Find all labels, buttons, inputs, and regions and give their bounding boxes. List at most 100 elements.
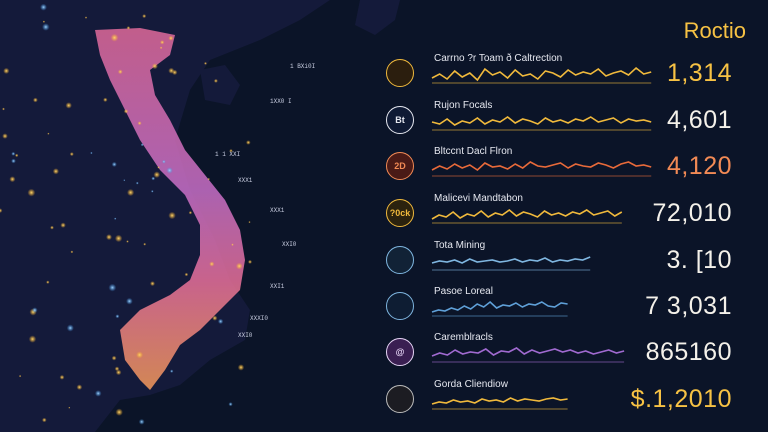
metric-label: Bltccnt Dacl Flron xyxy=(434,146,513,157)
map-tick-label: XXI0 xyxy=(238,332,253,339)
map-light-dot xyxy=(94,390,102,397)
map-light-dot xyxy=(117,69,123,75)
metric-sparkline xyxy=(431,161,652,177)
map-light-dot xyxy=(237,364,245,371)
metric-badge-icon: ?0ck xyxy=(386,199,414,227)
land-mass-island xyxy=(200,65,240,105)
sparkline-path xyxy=(431,208,623,220)
map-light-dot xyxy=(160,40,165,45)
map-light-dot xyxy=(15,153,19,158)
map-light-dot xyxy=(151,63,158,70)
map-light-dot xyxy=(168,211,176,220)
map-tick-label: XXXI0 xyxy=(250,315,268,322)
highlighted-country xyxy=(95,28,245,390)
map-light-dot xyxy=(11,151,16,156)
map-light-dot xyxy=(127,188,135,197)
metric-row[interactable]: Gorda Cliendiow $.1,2010 xyxy=(380,379,768,419)
map-light-dot xyxy=(9,176,16,183)
map-tick-label: 1 1 XXI xyxy=(215,151,240,158)
map-light-dot xyxy=(170,369,174,373)
map-light-dot xyxy=(168,67,175,74)
map-light-dot xyxy=(50,225,54,230)
metric-sparkline xyxy=(431,66,652,84)
map-tick-label: 1 BXi0I xyxy=(290,63,315,70)
map-light-dot xyxy=(159,46,163,50)
metric-value: 1,314 xyxy=(666,59,732,87)
metric-label: Tota Mining xyxy=(434,240,486,251)
map-light-dot xyxy=(153,171,161,178)
map-tick-label: 1XX0 I xyxy=(270,98,292,105)
sparkline-path xyxy=(431,66,652,82)
map-light-dot xyxy=(90,151,93,155)
map-light-dot xyxy=(235,262,243,270)
metric-badge-icon xyxy=(386,246,414,274)
metric-badge-icon xyxy=(386,59,414,87)
map-light-dot xyxy=(246,140,251,145)
map-light-dot xyxy=(11,158,16,164)
map-light-dot xyxy=(106,234,112,241)
sparkline-path xyxy=(431,347,625,357)
map-light-dot xyxy=(212,315,218,321)
map-light-dot xyxy=(125,297,133,305)
land-mass-west xyxy=(0,0,330,432)
map-light-dot xyxy=(60,222,66,228)
metric-row[interactable]: @ Caremblracls 865160 xyxy=(380,332,768,372)
map-light-dot xyxy=(188,211,193,215)
map-light-dot xyxy=(69,152,74,157)
metric-row[interactable]: Carrno ?r Toam ð Caltrection 1,314 xyxy=(380,53,768,93)
metric-sparkline xyxy=(431,347,625,363)
map-light-dot xyxy=(231,243,234,246)
map-light-dot xyxy=(40,3,47,11)
sparkline-path xyxy=(431,256,591,264)
map-light-dot xyxy=(157,166,160,169)
metric-label: Gorda Cliendiow xyxy=(434,379,508,390)
map-light-dot xyxy=(207,177,210,181)
map-light-dot xyxy=(76,384,83,391)
map-light-dot xyxy=(209,261,215,267)
metric-value: 4,120 xyxy=(666,152,732,180)
metric-label: Caremblracls xyxy=(434,332,493,343)
map-light-dot xyxy=(108,283,117,292)
metric-badge-icon xyxy=(386,385,414,413)
metric-label: Rujon Focals xyxy=(434,100,493,111)
map-light-dots xyxy=(0,3,252,425)
metric-row[interactable]: Pasoe Loreal 7 3,031 xyxy=(380,286,768,326)
vietnam-heat-map: 1 BXi0I 1XX0 I 1 1 XXI XXX1 XXX1 XXI0 XXI1 XXXI… xyxy=(0,0,400,432)
map-light-dot xyxy=(42,23,50,31)
map-light-dot xyxy=(114,366,120,372)
metric-row[interactable]: Tota Mining 3. [10 xyxy=(380,240,768,280)
map-light-dot xyxy=(28,335,37,343)
map-light-dot xyxy=(115,314,120,319)
metric-value: 865160 xyxy=(645,338,732,366)
metric-sparkline xyxy=(431,116,652,131)
stats-panel: Roctio Carrno ?r Toam ð Caltrection 1,314… xyxy=(380,0,768,432)
metric-sparkline xyxy=(431,256,591,271)
map-light-dot xyxy=(140,143,144,147)
metric-value: 7 3,031 xyxy=(645,292,732,320)
map-light-dot xyxy=(2,107,5,111)
map-tick-label: XXX1 xyxy=(270,207,285,214)
map-light-dot xyxy=(84,16,88,19)
metric-value: 3. [10 xyxy=(666,246,732,274)
map-light-dot xyxy=(143,242,147,246)
map-light-dot xyxy=(204,61,207,65)
metric-row[interactable]: 2D Bltccnt Dacl Flron 4,120 xyxy=(380,146,768,186)
map-light-dot xyxy=(248,259,252,264)
map-light-dot xyxy=(18,374,22,378)
map-light-dot xyxy=(3,67,10,74)
map-tick-label: XXX1 xyxy=(238,177,253,184)
map-light-dot xyxy=(126,26,131,30)
metric-badge-icon: Bt xyxy=(386,106,414,134)
metric-sparkline xyxy=(431,397,568,410)
sparkline-path xyxy=(431,116,652,126)
map-light-dot xyxy=(115,408,123,416)
map-light-dot xyxy=(136,351,144,359)
metric-row[interactable]: ?0ck Malicevi Mandtabon 72,010 xyxy=(380,193,768,233)
land-mass-ne xyxy=(355,0,400,35)
map-light-dot xyxy=(110,33,119,42)
metric-row[interactable]: Bt Rujon Focals 4,601 xyxy=(380,100,768,140)
map-light-dot xyxy=(111,161,117,167)
map-light-dot xyxy=(42,417,47,423)
map-light-dot xyxy=(32,307,38,313)
map-light-dot xyxy=(138,418,145,425)
